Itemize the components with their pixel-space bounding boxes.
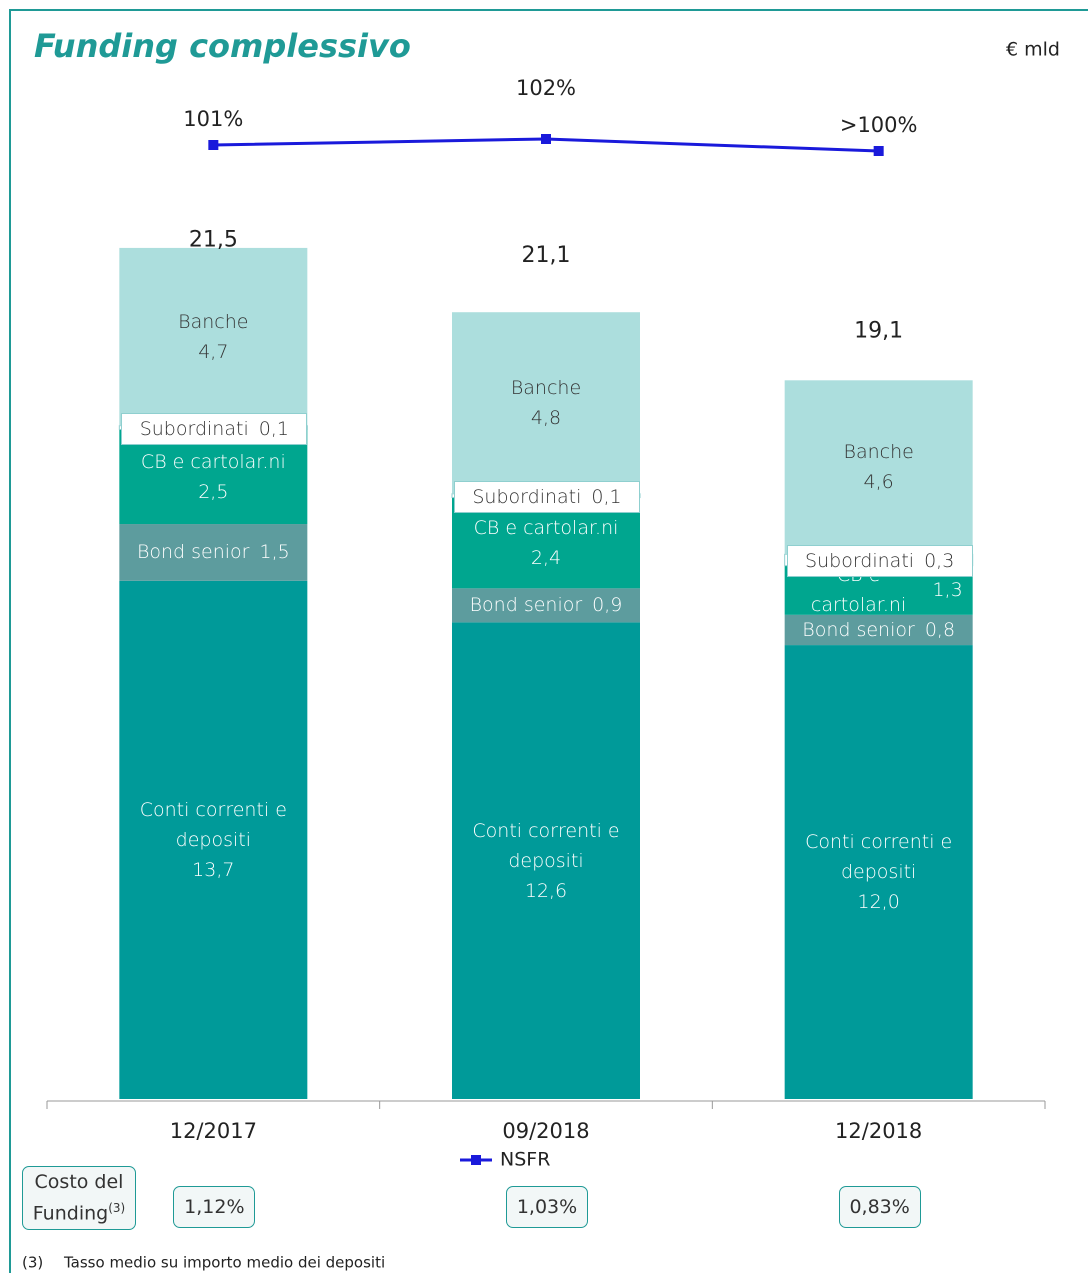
segment-label: Bond senior 1,5	[129, 502, 297, 602]
cost-label-text: Costo del Funding(3)	[32, 1171, 126, 1225]
segment-value: 2,5	[198, 480, 229, 503]
segment-label: Subordinati 0,3	[786, 544, 973, 577]
segment-name: Conti correnti e depositi	[472, 819, 620, 872]
bar-segment	[119, 429, 308, 525]
segment-name: Subordinati	[805, 549, 915, 572]
nsfr-label: 101%	[183, 107, 243, 131]
cost-value-text: 1,03%	[516, 1196, 578, 1218]
segment-value: 1,3	[932, 579, 963, 602]
cost-value: 1,03%	[506, 1186, 588, 1228]
segment-value: 0,3	[924, 549, 955, 572]
segment-name: CB e cartolar.ni	[473, 516, 619, 539]
bar-segment	[784, 614, 973, 646]
segment-label: Conti correnti e depositi 13,7	[129, 790, 297, 890]
segment-value: 0,9	[592, 594, 623, 617]
nsfr-marker	[541, 134, 551, 144]
bar-segment	[119, 247, 308, 426]
segment-label: Bond senior 0,8	[795, 580, 963, 680]
segment-label: Subordinati 0,1	[454, 480, 640, 513]
bar-segment	[452, 588, 640, 623]
segment-name: Banche	[843, 441, 914, 464]
segment-name: Bond senior	[136, 541, 250, 564]
total-label: 19,1	[854, 319, 903, 344]
footnote: Tasso medio su importo medio dei deposit…	[63, 1254, 385, 1272]
x-tick-label: 12/2017	[170, 1119, 257, 1143]
bar-segment	[784, 380, 973, 555]
segment-label: Banche 4,7	[129, 287, 297, 387]
segment-label: Banche 4,8	[462, 353, 630, 453]
segment-label: CB e cartolar.ni 2,5	[129, 427, 297, 527]
segment-label: Conti correnti e depositi 12,6	[462, 811, 630, 911]
bar-segment	[784, 645, 973, 1099]
segment-value: 4,6	[863, 471, 894, 494]
segment-value: 0,1	[591, 485, 622, 508]
segment-name: Banche	[178, 310, 249, 333]
segment-value: 1,5	[259, 541, 290, 564]
legend-marker	[471, 1155, 481, 1165]
nsfr-label: >100%	[840, 113, 918, 137]
legend-label: NSFR	[500, 1149, 550, 1171]
x-tick-label: 12/2018	[835, 1119, 922, 1143]
segment-name: Banche	[510, 377, 582, 399]
segment-value: 0,8	[924, 618, 956, 641]
segment-label: Subordinati 0,1	[121, 412, 308, 445]
cost-label: Costo del Funding(3)	[22, 1166, 136, 1230]
cost-note: (3)	[108, 1201, 126, 1216]
cost-value: 1,12%	[173, 1186, 256, 1228]
segment-name: Conti correnti e depositi	[805, 831, 953, 884]
segment-label: Banche 4,6	[795, 417, 963, 517]
bar-segment	[119, 524, 308, 581]
segment-label: Bond senior 0,9	[462, 555, 630, 655]
segment-name: CB e cartolar.ni	[140, 450, 286, 473]
segment-value: 4,7	[198, 340, 229, 363]
segment-name: Bond senior	[469, 594, 583, 617]
segment-label: CB e cartolar.ni 2,4	[462, 493, 630, 593]
units: € mld	[1006, 39, 1060, 61]
total-label: 21,1	[522, 243, 571, 268]
segment-name: Subordinati	[139, 417, 249, 440]
nsfr-marker	[208, 140, 219, 150]
x-tick-label: 09/2018	[502, 1119, 589, 1143]
bar-segment	[452, 497, 640, 589]
segment-value: 12,0	[857, 891, 900, 914]
segment-label: Conti correnti e depositi 12,0	[795, 822, 963, 922]
segment-value: 13,7	[192, 858, 235, 881]
frame	[9, 9, 1088, 1273]
segment-name: Subordinati	[472, 485, 582, 508]
segment-value: 12,6	[524, 879, 568, 902]
chart-title: Funding complessivo	[34, 27, 411, 65]
bar-segment	[452, 622, 640, 1099]
segment-value: 4,8	[530, 407, 562, 429]
bar-segment	[119, 580, 308, 1099]
total-label: 21,5	[189, 228, 238, 253]
bar-segment	[452, 312, 640, 494]
segment-value: 2,4	[530, 546, 562, 569]
nsfr-label: 102%	[516, 76, 576, 100]
footnote-mark: (3)	[22, 1254, 43, 1272]
segment-name: Bond senior	[802, 618, 915, 641]
cost-value-text: 0,83%	[849, 1196, 910, 1218]
cost-value-text: 1,12%	[184, 1196, 245, 1218]
nsfr-marker	[873, 146, 884, 156]
cost-value: 0,83%	[838, 1186, 921, 1228]
segment-value: 0,1	[258, 417, 289, 440]
segment-name: Conti correnti e depositi	[139, 798, 287, 851]
